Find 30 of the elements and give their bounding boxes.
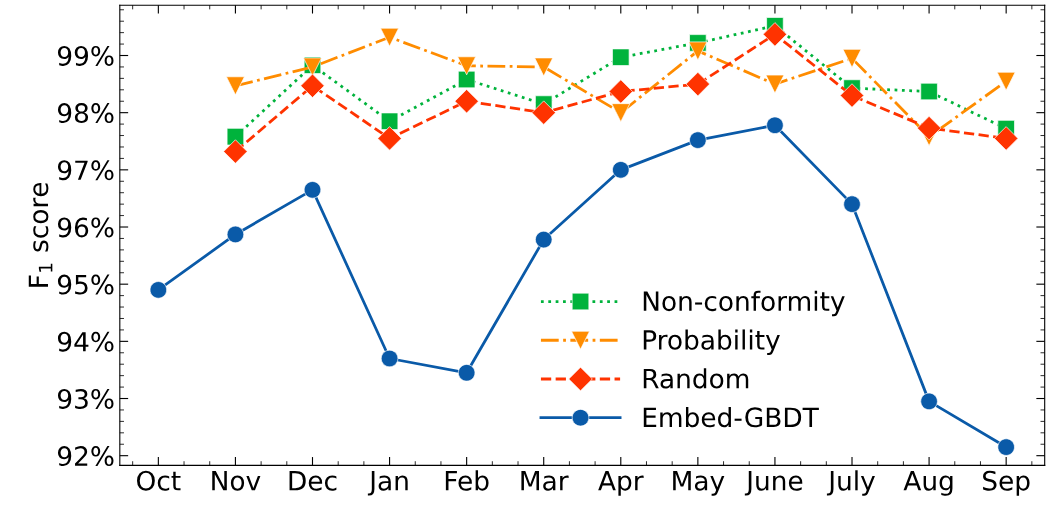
y-tick-label: 95% — [57, 274, 114, 295]
legend-label: Random — [643, 368, 749, 389]
legend-label: Embed-GBDT — [643, 406, 819, 428]
x-tick-label: Feb — [445, 470, 489, 491]
point — [380, 112, 399, 130]
legend-label: Non-conformity — [643, 290, 845, 317]
y-tick-label: 93% — [57, 388, 114, 409]
x-tick-label: Oct — [137, 470, 181, 491]
x-tick-label: Jan — [367, 471, 408, 496]
x-tick-label: Nov — [212, 471, 261, 491]
x-tick-label: June — [744, 471, 803, 496]
y-tick-label: 99% — [57, 45, 114, 66]
x-tick-label: May — [673, 471, 725, 496]
y-tick-label: 98% — [57, 103, 114, 124]
y-tick-label: 96% — [57, 217, 114, 238]
x-tick-label: Apr — [598, 471, 644, 496]
point — [531, 100, 556, 125]
point — [994, 126, 1019, 151]
x-tick-label: Dec — [289, 471, 337, 491]
legend-label: Probability — [643, 329, 780, 355]
x-tick-label: July — [826, 470, 875, 496]
y-tick-label: 97% — [57, 160, 114, 181]
x-tick-label: Aug — [903, 471, 953, 496]
point — [762, 22, 788, 47]
y-axis-title: F$_{1}$ score — [28, 182, 53, 287]
x-tick-label: Sep — [983, 470, 1030, 496]
y-tick-label: 94% — [57, 331, 114, 352]
point — [300, 73, 325, 98]
y-tick-label: 92% — [57, 446, 114, 467]
x-tick-label: Mar — [521, 471, 569, 491]
